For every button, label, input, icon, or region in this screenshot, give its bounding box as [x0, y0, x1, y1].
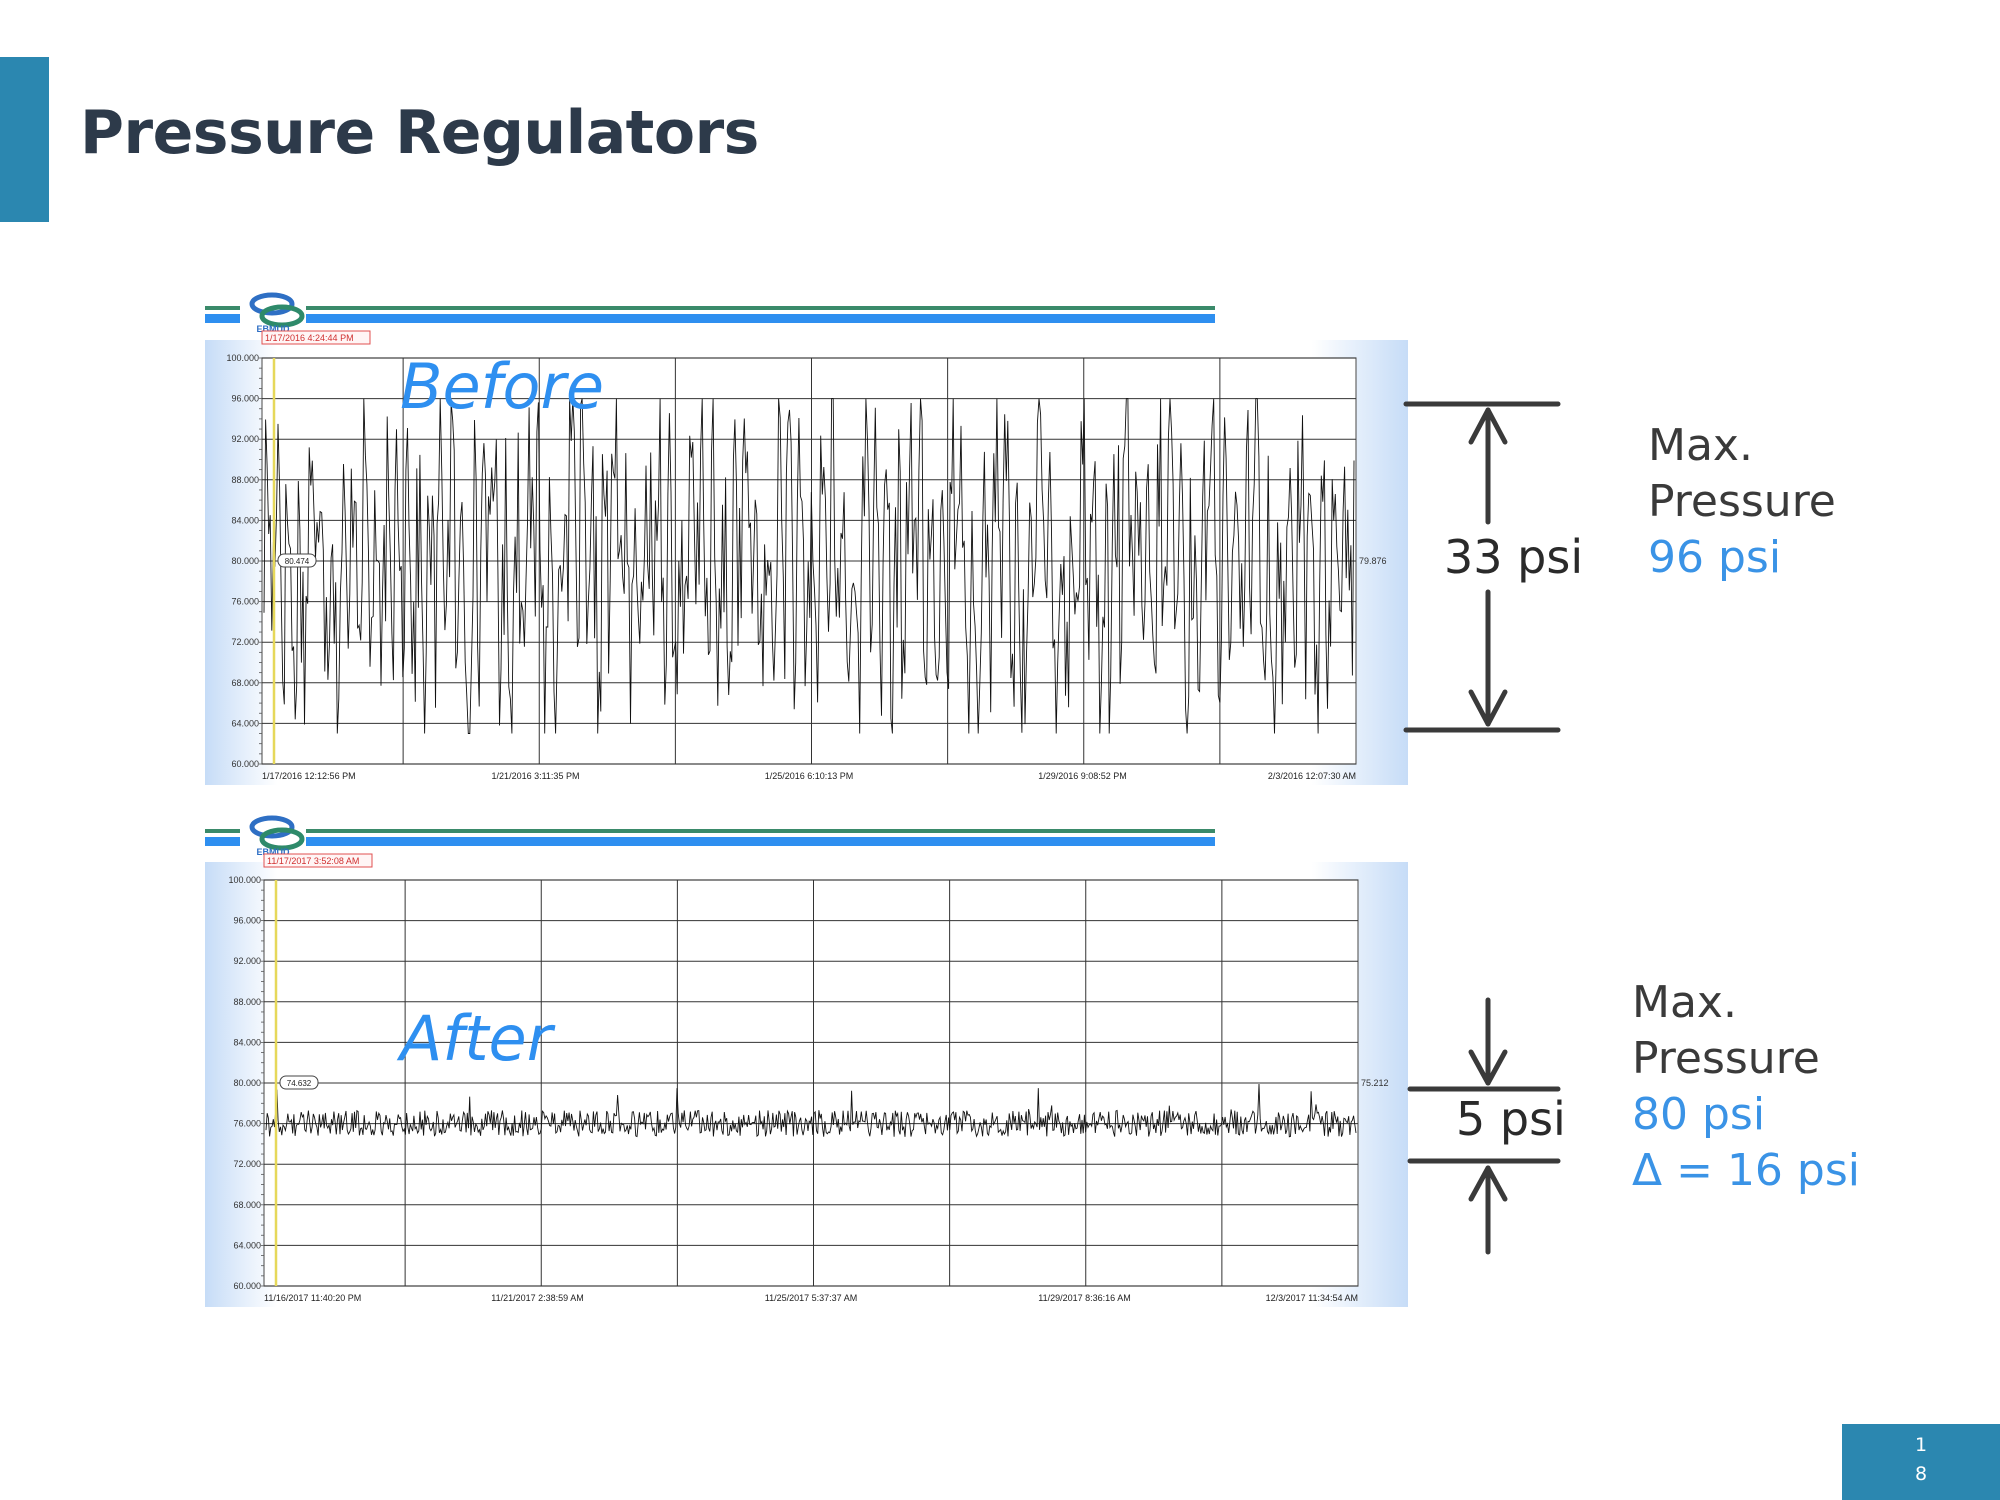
ebmud-logo-icon: EBMUD [249, 292, 305, 334]
pressure-trace [265, 1083, 1357, 1138]
pressure-chart-after: EBMUD 100.000 96.000 92.000 88.000 84.000 80.0… [205, 813, 1408, 1307]
x-tick-label: 11/16/2017 11:40:20 PM [264, 1293, 361, 1303]
x-tick-label: 11/29/2017 8:36:16 AM [1038, 1293, 1130, 1303]
after-arrow-down-head [1468, 1049, 1508, 1086]
cursor-timestamp-box [261, 330, 371, 345]
y-tick-label: 68.000 [233, 1200, 261, 1210]
after-note-line1: Max. [1632, 977, 1737, 1028]
header-green-band [205, 829, 1215, 833]
before-arrow-up-head [1468, 407, 1508, 445]
y-tick-label: 76.000 [233, 1119, 261, 1129]
x-tick-label: 11/21/2017 2:38:59 AM [491, 1293, 583, 1303]
header-green-band [205, 306, 1215, 310]
logo-text: EBMUD [257, 324, 290, 334]
y-tick-label: 64.000 [233, 1240, 261, 1250]
dimension-annotations [1403, 401, 1561, 1255]
overlay-label: After [396, 1002, 556, 1075]
x-tick-label: 1/17/2016 12:12:56 PM [262, 771, 356, 781]
y-tick-label: 80.000 [231, 556, 259, 566]
right-value-label: 75.212 [1361, 1078, 1389, 1088]
page-number-badge: 1 8 [1842, 1424, 2000, 1500]
cursor-timestamp: 1/17/2016 4:24:44 PM [265, 333, 354, 343]
before-note-value: 96 psi [1648, 532, 1782, 583]
y-tick-label: 72.000 [231, 637, 259, 647]
x-tick-label: 11/25/2017 5:37:37 AM [765, 1293, 857, 1303]
after-note-line2: Pressure [1632, 1033, 1820, 1084]
ebmud-logo-icon: EBMUD [249, 815, 305, 857]
before-note-line1: Max. [1648, 420, 1753, 471]
y-tick-label: 92.000 [233, 956, 261, 966]
cursor-timestamp-box [263, 853, 373, 868]
x-tick-label: 2/3/2016 12:07:30 AM [1268, 771, 1356, 781]
pressure-trace [263, 398, 1355, 734]
y-tick-label: 96.000 [233, 916, 261, 926]
x-tick-label: 1/29/2016 9:08:52 PM [1038, 771, 1127, 781]
y-tick-label: 64.000 [231, 718, 259, 728]
before-note-line2: Pressure [1648, 476, 1836, 527]
after-span-label: 5 psi [1450, 1092, 1572, 1146]
y-tick-label: 60.000 [233, 1281, 261, 1291]
before-arrow-down-head [1468, 689, 1508, 727]
logo-loop-bottom [259, 827, 305, 851]
y-tick-label: 80.000 [233, 1078, 261, 1088]
slide-title: Pressure Regulators [80, 98, 759, 168]
y-tick-label: 88.000 [231, 475, 259, 485]
cursor-value-label: 80.474 [285, 557, 310, 566]
cursor-timestamp: 11/17/2017 3:52:08 AM [267, 856, 359, 866]
logo-loop-top [249, 815, 295, 839]
page-number-digit-2: 8 [1914, 1463, 1928, 1485]
cursor-value-label: 74.632 [287, 1079, 312, 1088]
after-max-pressure-note: Max. Pressure 80 psi Δ = 16 psi [1632, 975, 1860, 1199]
x-tick-label: 1/21/2016 3:11:35 PM [492, 771, 580, 781]
logo-text: EBMUD [257, 847, 290, 857]
right-value-label: 79.876 [1359, 556, 1387, 566]
header-blue-band [205, 314, 1215, 323]
before-span-label: 33 psi [1438, 530, 1590, 584]
overlay-label: Before [400, 350, 604, 423]
cursor-value-pill [277, 553, 317, 568]
y-tick-label: 68.000 [231, 678, 259, 688]
header-blue-band [205, 837, 1215, 846]
before-max-pressure-note: Max. Pressure 96 psi [1648, 418, 1836, 586]
page-number-digit-1: 1 [1914, 1434, 1928, 1456]
logo-loop-top [249, 292, 295, 316]
y-tick-label: 88.000 [233, 997, 261, 1007]
cursor-value-pill [279, 1075, 319, 1090]
y-tick-label: 96.000 [231, 394, 259, 404]
y-tick-label: 84.000 [231, 515, 259, 525]
x-tick-label: 12/3/2017 11:34:54 AM [1266, 1293, 1358, 1303]
y-tick-label: 76.000 [231, 597, 259, 607]
title-accent-bar [0, 57, 49, 222]
y-tick-label: 60.000 [231, 759, 259, 769]
y-tick-label: 84.000 [233, 1037, 261, 1047]
y-tick-label: 72.000 [233, 1159, 261, 1169]
x-tick-label: 1/25/2016 6:10:13 PM [765, 771, 854, 781]
after-note-delta: Δ = 16 psi [1632, 1145, 1860, 1196]
after-note-value: 80 psi [1632, 1089, 1766, 1140]
y-tick-label: 100.000 [226, 353, 259, 363]
pressure-chart-before: EBMUD 100.000 96.000 92.000 88.000 84.000 80.0… [205, 290, 1408, 785]
logo-loop-bottom [259, 304, 305, 328]
y-tick-label: 100.000 [228, 875, 261, 885]
after-arrow-up-head [1468, 1165, 1508, 1202]
y-tick-label: 92.000 [231, 434, 259, 444]
